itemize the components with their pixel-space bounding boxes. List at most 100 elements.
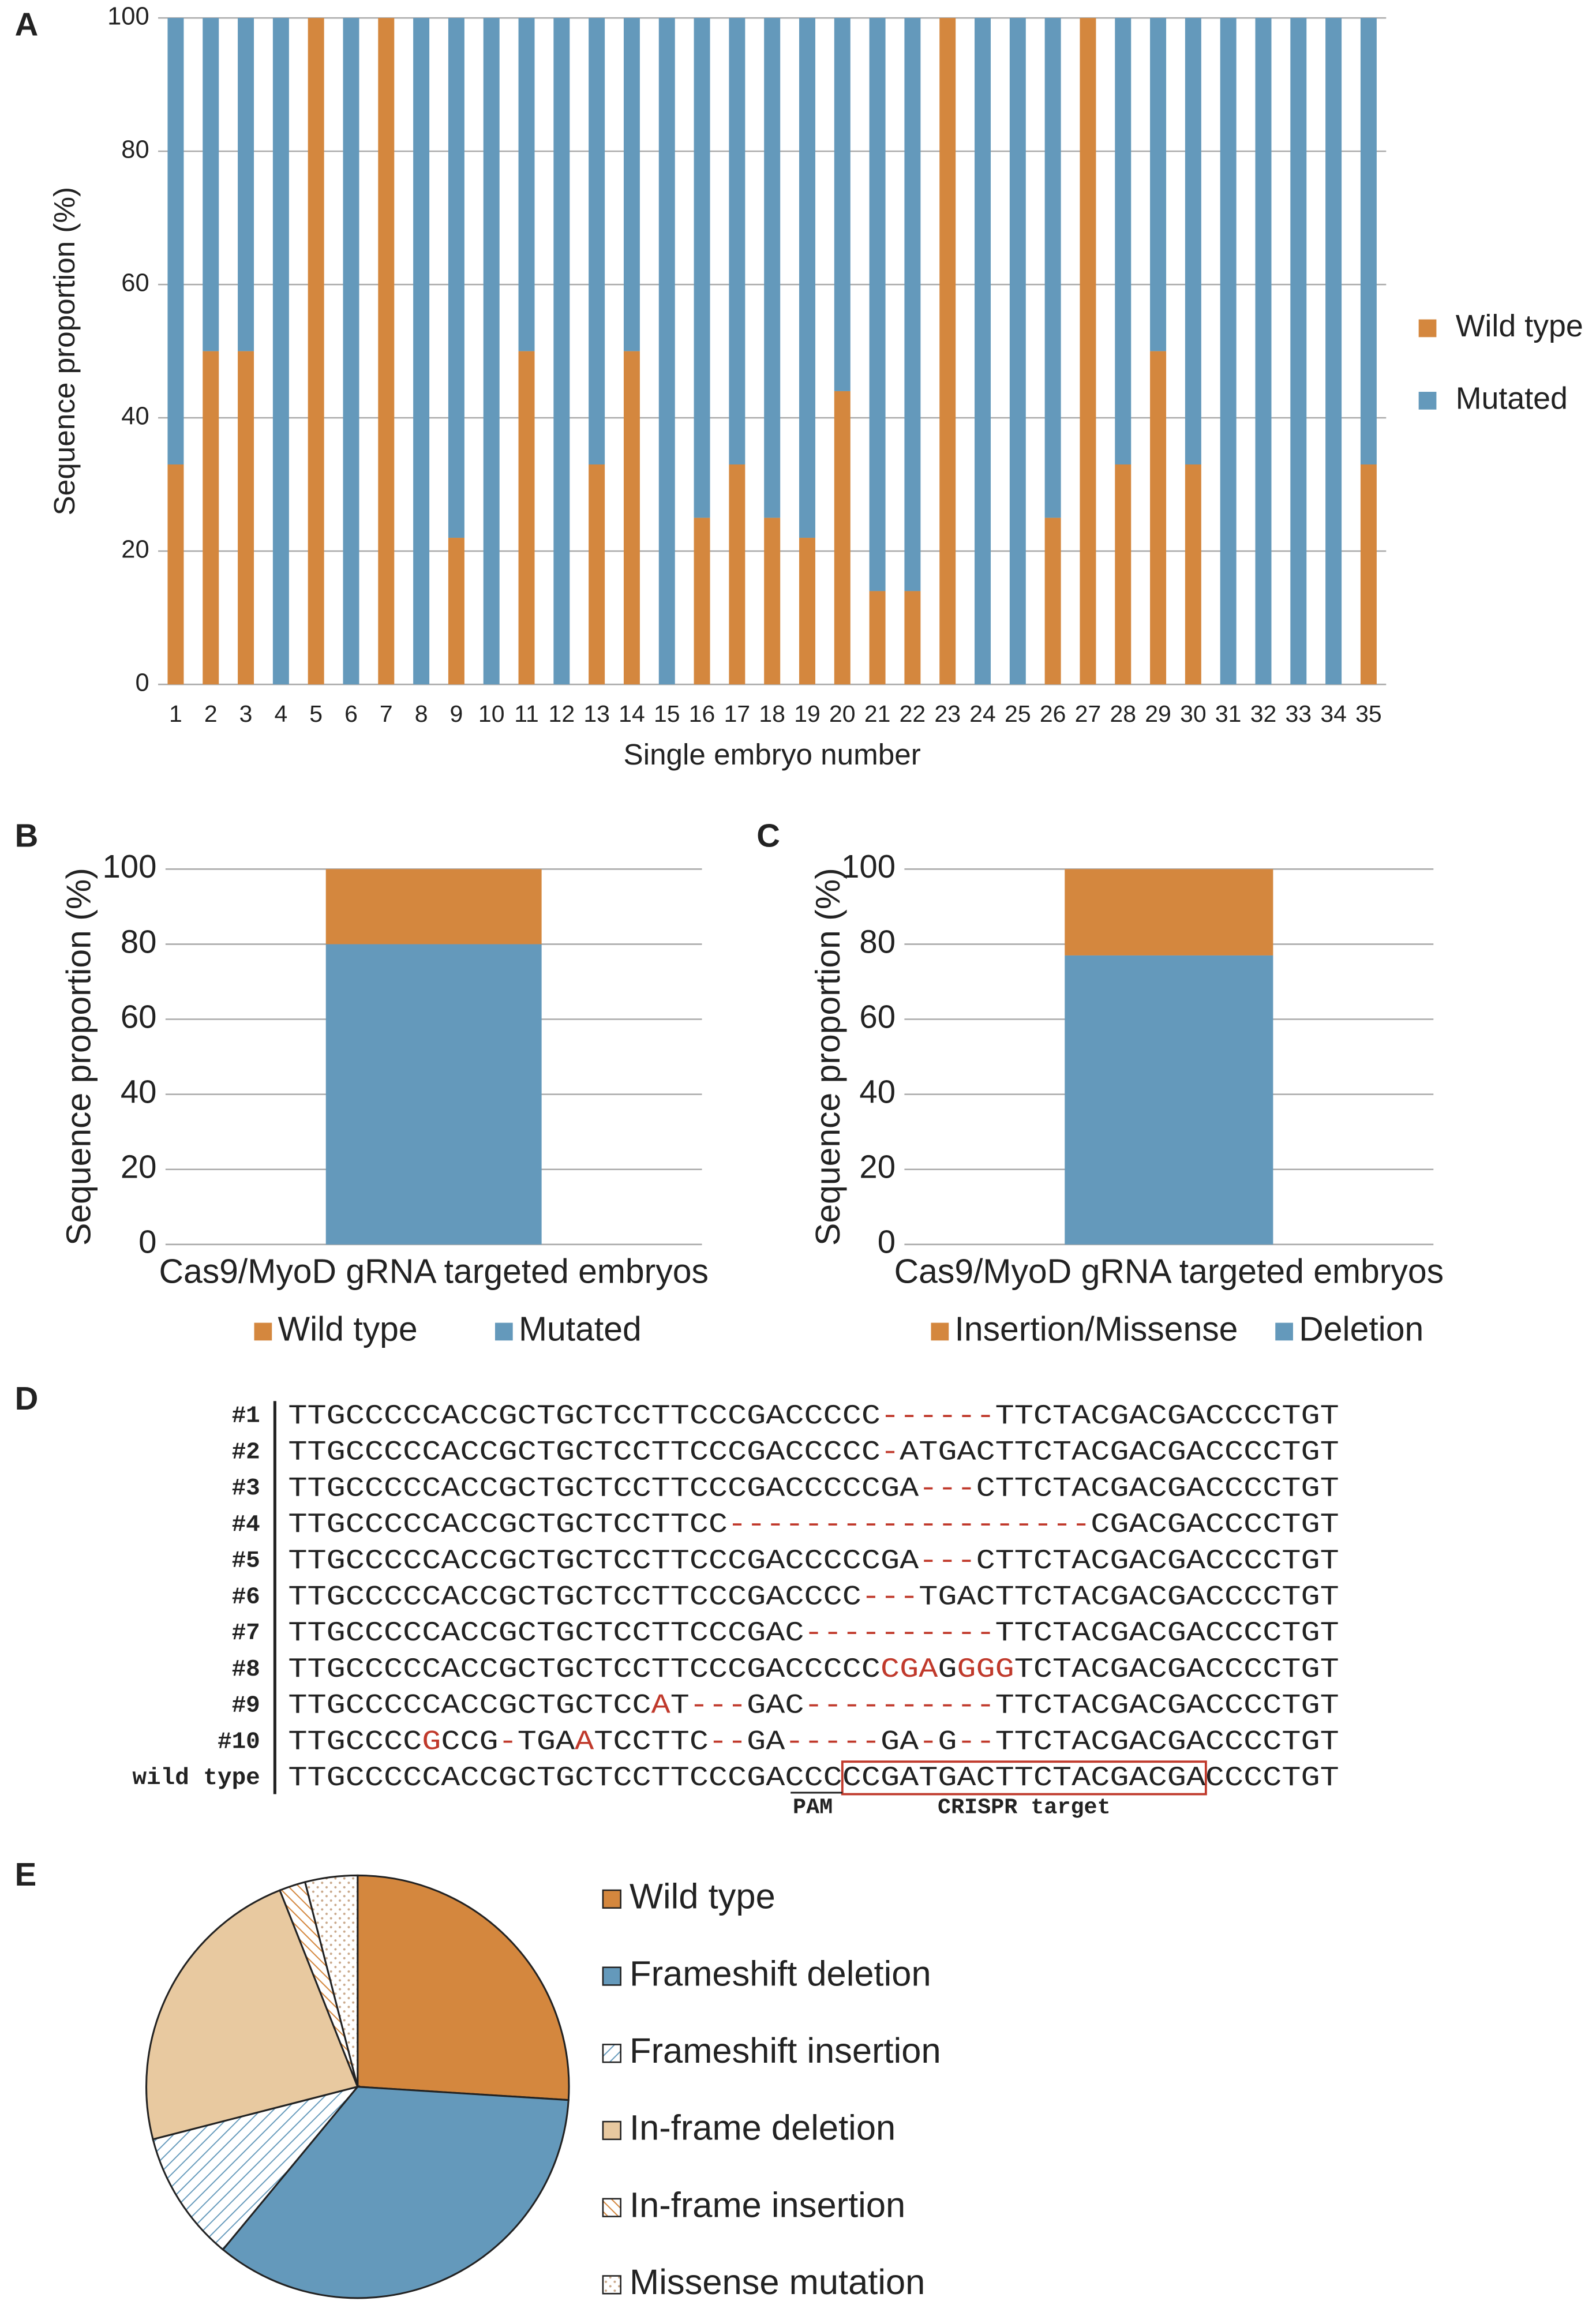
bar-segment [203,351,219,685]
legend-swatch [931,1322,949,1341]
y-axis-title: Sequence proportion (%) [60,868,98,1246]
sequence-segment: TCTACGACGACCCCTGT [1014,1653,1339,1685]
crispr-target-box [841,1760,1207,1796]
sequence-segment: GGG [957,1653,1014,1685]
bar-segment [1080,18,1096,685]
legend-label: Deletion [1299,1310,1423,1348]
x-tick-label: 35 [1355,700,1382,727]
x-axis-title: Single embryo number [624,738,921,771]
bar-segment [1115,464,1132,685]
y-tick-label: 60 [121,998,157,1035]
x-tick-label: 24 [969,700,996,727]
bar-segment [378,18,395,685]
sequence-segment: TGACTTCTACGACGACCCCTGT [919,1581,1339,1613]
bar-segment [167,464,184,685]
x-tick-label: 10 [478,700,505,727]
sequence-segment: CTTCTACGACGACCCCTGT [976,1545,1339,1577]
bar-segment [904,591,921,685]
bar-segment [1065,869,1273,955]
sequence-segment: TTGCCCCCACCGCTGCTCCTTCCCGAC [288,1617,804,1649]
x-tick-label: 17 [724,700,751,727]
pie-slice [304,1874,359,2088]
legend-label: In-frame deletion [630,2108,896,2148]
x-tick-label: 31 [1215,700,1242,727]
sequence-segment: TTCTACGACGACCCCTGT [995,1689,1339,1722]
bar-segment [975,18,991,685]
x-tick-label: 23 [934,700,961,727]
bar-segment [518,18,535,351]
x-tick-label: 8 [415,700,428,727]
bar-segment [238,351,254,685]
legend-swatch [602,2120,621,2141]
sequence-segment: CGACGACCCCTGT [1091,1508,1339,1541]
panel-label: D [15,1380,39,1416]
y-tick-label: 80 [859,923,896,960]
y-tick-label: 20 [121,536,149,564]
y-tick-label: 0 [878,1224,896,1260]
legend-swatch [254,1322,272,1341]
y-tick-label: 60 [121,269,149,297]
sequence-segment: GA [747,1725,785,1757]
legend-label: Missense mutation [630,2262,925,2302]
x-tick-label: 11 [514,700,539,727]
x-tick-label: 18 [759,700,785,727]
bar-segment [623,18,640,351]
legend-swatch [1275,1322,1293,1341]
y-tick-label: 100 [107,3,149,31]
legend-swatch [602,2044,621,2063]
bar-segment [1150,18,1167,351]
x-tick-label: 34 [1320,700,1347,727]
legend-swatch [602,1966,621,1986]
bar-segment [272,18,289,685]
sequence-segment: TTGCCCCCACCGCTGCTCCTTCCCGACCCC [288,1581,861,1613]
sequence-segment: ------ [881,1400,995,1432]
legend-label: Wild type [1456,309,1583,343]
x-tick-label: 26 [1040,700,1066,727]
x-tick-label: 3 [239,700,253,727]
y-tick-label: 80 [121,136,149,164]
legend-swatch [602,2275,621,2295]
sequence-segment: ---------- [804,1689,995,1722]
bar-segment [1009,18,1026,685]
bar-segment [1185,18,1201,464]
x-tick-label: 15 [654,700,680,727]
bar-segment [1220,18,1237,685]
sequence-segment: TTGCCCCCACCGCTGCTCCTTCCCGACCCCC [288,1436,881,1468]
sequence-segment: TTCTACGACGACCCCTGT [995,1400,1339,1432]
row-label: #1 [232,1403,260,1430]
x-tick-label: 29 [1145,700,1171,727]
sequence-segment: TTCTACGACGACCCCTGT [995,1617,1339,1649]
pie-slice [222,2086,570,2299]
x-tick-label: 21 [864,700,891,727]
legend-swatch [602,2198,621,2217]
sequence-segment: TTGCCCC [288,1725,422,1757]
sequence-segment: G [422,1725,441,1757]
x-tick-label: 7 [380,700,393,727]
row-label: #4 [232,1512,260,1538]
row-label: #5 [232,1548,260,1575]
bar-segment [553,18,570,685]
bar-segment [869,591,886,685]
row-label: #6 [232,1584,260,1610]
panel-label: C [756,817,780,853]
x-tick-label: 2 [204,700,218,727]
legend-label: Frameshift deletion [630,1954,931,1993]
row-label: #10 [218,1729,260,1755]
row-label: #2 [232,1439,260,1466]
bar-segment [1150,351,1167,685]
x-tick-label: 1 [169,700,182,727]
bar-segment [589,18,605,464]
legend-label: Mutated [519,1310,642,1348]
sequence-segment: ---------- [804,1617,995,1649]
y-tick-label: 0 [135,669,149,697]
sequence-segment: - [499,1725,518,1757]
y-tick-label: 40 [859,1073,896,1110]
y-tick-label: 100 [102,848,156,885]
sequence-segment: --- [690,1689,747,1722]
bar-segment [939,18,956,685]
bar-segment [764,18,781,518]
pie-slice [152,2085,360,2251]
row-label: #9 [232,1693,260,1719]
bar-segment [658,18,675,685]
